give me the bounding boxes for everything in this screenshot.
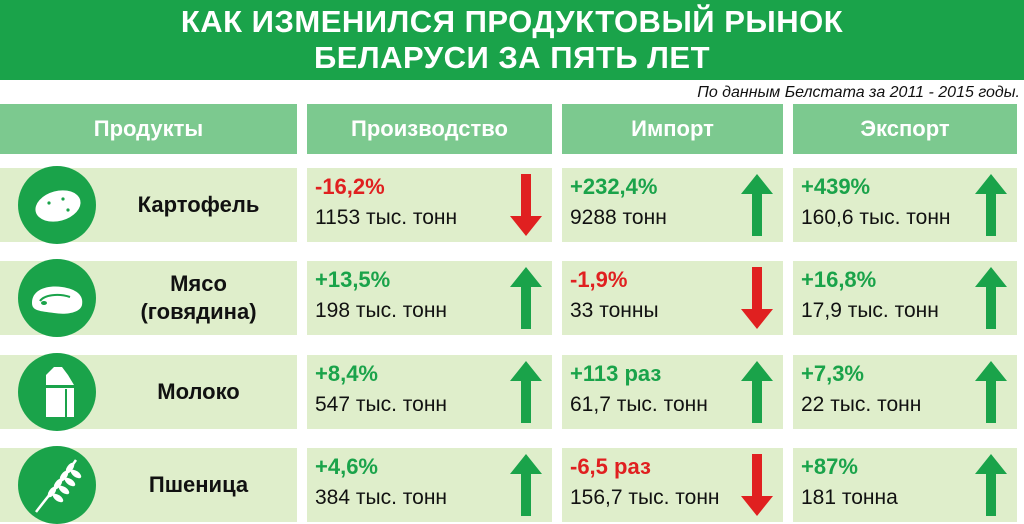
arrow-up-icon <box>739 359 775 430</box>
production-change: -16,2% <box>315 174 385 199</box>
import-change: -1,9% <box>570 267 628 292</box>
source-note: По данным Белстата за 2011 - 2015 годы. <box>697 84 1020 101</box>
import-cell: -1,9% 33 тонны <box>562 261 783 335</box>
potato-icon <box>18 166 96 244</box>
product-name-line-1: Картофель <box>137 192 260 217</box>
arrow-up-icon <box>508 359 544 430</box>
wheat-icon <box>18 446 96 524</box>
product-name: Картофель <box>100 168 297 242</box>
column-header-production: Производство <box>307 104 552 154</box>
export-change: +439% <box>801 174 871 199</box>
export-amount: 160,6 тыс. тонн <box>801 206 951 229</box>
export-cell: +87% 181 тонна <box>793 448 1017 522</box>
arrow-down-icon <box>739 452 775 523</box>
title-banner: КАК ИЗМЕНИЛСЯ ПРОДУКТОВЫЙ РЫНОК БЕЛАРУСИ… <box>0 0 1024 80</box>
production-amount: 1153 тыс. тонн <box>315 206 458 229</box>
milk-carton-icon <box>18 353 96 431</box>
product-name: Молоко <box>100 355 297 429</box>
arrow-up-icon <box>973 452 1009 523</box>
arrow-up-icon <box>739 172 775 243</box>
production-cell: +13,5% 198 тыс. тонн <box>307 261 552 335</box>
product-name-line-1: Пшеница <box>148 472 249 497</box>
production-cell: +8,4% 547 тыс. тонн <box>307 355 552 429</box>
import-cell: -6,5 раз 156,7 тыс. тонн <box>562 448 783 522</box>
production-change: +13,5% <box>315 267 391 292</box>
production-amount: 198 тыс. тонн <box>315 299 448 322</box>
meat-icon <box>18 259 96 337</box>
import-amount: 156,7 тыс. тонн <box>570 486 720 509</box>
export-cell: +16,8% 17,9 тыс. тонн <box>793 261 1017 335</box>
column-header-export: Экспорт <box>793 104 1017 154</box>
product-name: Пшеница <box>100 448 297 522</box>
export-cell: +439% 160,6 тыс. тонн <box>793 168 1017 242</box>
arrow-up-icon <box>973 172 1009 243</box>
import-cell: +232,4% 9288 тонн <box>562 168 783 242</box>
import-amount: 61,7 тыс. тонн <box>570 393 708 416</box>
arrow-down-icon <box>739 265 775 336</box>
import-cell: +113 раз 61,7 тыс. тонн <box>562 355 783 429</box>
export-amount: 181 тонна <box>801 486 898 509</box>
export-amount: 17,9 тыс. тонн <box>801 299 939 322</box>
product-name-line-1: Мясо <box>170 271 227 296</box>
product-name-line-1: Молоко <box>157 379 240 404</box>
production-cell: -16,2% 1153 тыс. тонн <box>307 168 552 242</box>
product-name-line-2: (говядина) <box>140 299 257 324</box>
export-change: +7,3% <box>801 361 864 386</box>
import-change: +232,4% <box>570 174 658 199</box>
import-amount: 33 тонны <box>570 299 659 322</box>
export-amount: 22 тыс. тонн <box>801 393 922 416</box>
product-name: Мясо (говядина) <box>100 261 297 335</box>
title-line-1: КАК ИЗМЕНИЛСЯ ПРОДУКТОВЫЙ РЫНОК <box>180 4 844 39</box>
export-change: +16,8% <box>801 267 877 292</box>
production-cell: +4,6% 384 тыс. тонн <box>307 448 552 522</box>
export-change: +87% <box>801 454 858 479</box>
production-change: +8,4% <box>315 361 378 386</box>
import-amount: 9288 тонн <box>570 206 667 229</box>
arrow-up-icon <box>508 265 544 336</box>
export-cell: +7,3% 22 тыс. тонн <box>793 355 1017 429</box>
column-header-import: Импорт <box>562 104 783 154</box>
import-change: -6,5 раз <box>570 454 651 479</box>
import-change: +113 раз <box>570 361 662 386</box>
production-change: +4,6% <box>315 454 378 479</box>
arrow-up-icon <box>508 452 544 523</box>
column-header-products: Продукты <box>0 104 297 154</box>
title-line-2: БЕЛАРУСИ ЗА ПЯТЬ ЛЕТ <box>313 40 711 75</box>
arrow-up-icon <box>973 265 1009 336</box>
arrow-down-icon <box>508 172 544 243</box>
arrow-up-icon <box>973 359 1009 430</box>
production-amount: 547 тыс. тонн <box>315 393 448 416</box>
production-amount: 384 тыс. тонн <box>315 486 448 509</box>
